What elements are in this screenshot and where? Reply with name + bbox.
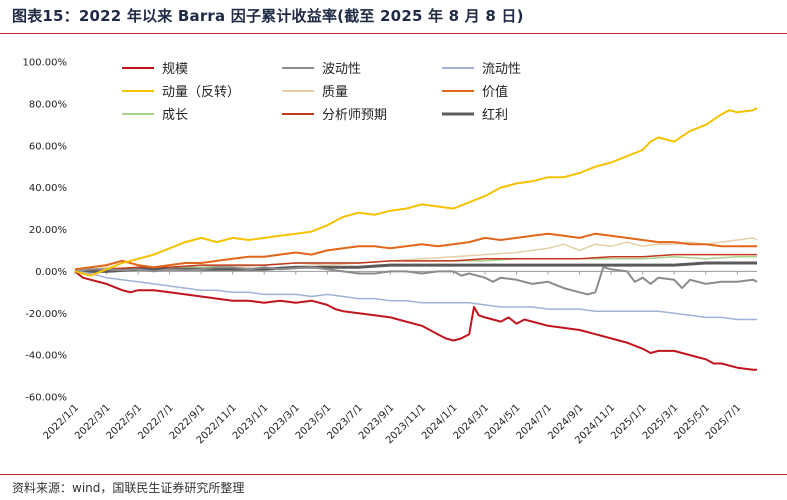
y-axis: 100.00% 80.00% 60.00% 40.00% 20.00% 0.00% -20.… [23, 58, 68, 404]
legend-label: 动量（反转） [162, 85, 240, 100]
series-line-7 [74, 253, 757, 273]
y-tick-label: 20.00% [29, 225, 67, 236]
y-tick-label: -20.00% [25, 309, 67, 320]
y-tick-label: 40.00% [29, 183, 67, 194]
source-note: 资料来源：wind，国联民生证券研究所整理 [12, 481, 245, 495]
series-lines [74, 107, 758, 371]
y-tick-label: 0.00% [35, 267, 67, 278]
legend-label: 价值 [482, 84, 508, 100]
source-rule [0, 474, 787, 475]
figure-title: 图表15：2022 年以来 Barra 因子累计收益率(截至 2025 年 8 … [12, 7, 524, 25]
y-tick-label: -60.00% [25, 393, 67, 404]
title-rule [0, 33, 787, 34]
legend-label: 成长 [162, 108, 188, 123]
series-line-3 [74, 107, 758, 277]
x-axis: 2022/1/12022/3/12022/5/12022/7/12022/9/1… [42, 270, 757, 446]
legend-label: 质量 [322, 85, 348, 100]
legend-label: 红利 [482, 107, 508, 123]
legend-label: 规模 [162, 62, 188, 77]
series-line-2 [74, 270, 757, 321]
legend-label: 流动性 [482, 62, 521, 77]
series-line-0 [74, 270, 757, 371]
y-tick-label: 80.00% [29, 99, 67, 110]
legend-label: 波动性 [322, 62, 361, 77]
series-line-1 [74, 266, 758, 296]
y-tick-label: 60.00% [29, 141, 67, 152]
y-tick-label: 100.00% [23, 58, 68, 69]
legend-label: 分析师预期 [322, 108, 387, 123]
y-tick-label: -40.00% [25, 351, 67, 362]
series-line-5 [74, 232, 757, 271]
